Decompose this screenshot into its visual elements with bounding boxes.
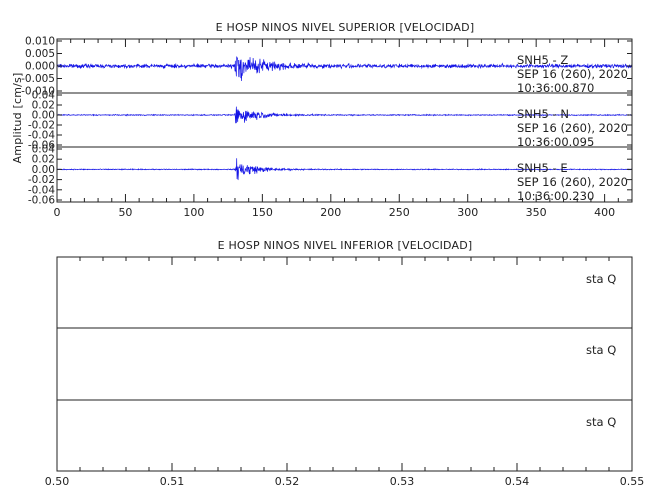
y-tick-label-p2: -0.04 bbox=[28, 130, 55, 142]
waveform-trace-3 bbox=[56, 158, 633, 181]
lower-axis-ticks: 0.50 0.51 0.52 0.53 0.54 0.55 bbox=[45, 257, 645, 488]
y-tick-label-p1: 0.010 bbox=[25, 36, 55, 48]
upper-panel-3-date: SEP 16 (260), 2020 bbox=[517, 175, 628, 189]
x-tick-label: 150 bbox=[252, 206, 273, 219]
upper-chart: E HOSP NINOS NIVEL SUPERIOR [VELOCIDAD] … bbox=[11, 21, 633, 219]
y-tick-label-p3: -0.04 bbox=[28, 184, 55, 196]
y-tick-label-p1: -0.010 bbox=[21, 86, 55, 98]
upper-panel-2-station: SNH5 - N bbox=[517, 107, 569, 121]
upper-chart-title: E HOSP NINOS NIVEL SUPERIOR [VELOCIDAD] bbox=[216, 21, 475, 34]
upper-panel-3-time: 10:36:00.230 bbox=[517, 189, 594, 203]
y-tick-label-p3: 0.02 bbox=[32, 154, 55, 166]
lower-chart-title: E HOSP NINOS NIVEL INFERIOR [VELOCIDAD] bbox=[218, 239, 473, 252]
x-tick-label: 100 bbox=[183, 206, 204, 219]
y-tick-label-p2: 0.04 bbox=[32, 90, 56, 102]
waveform-trace-2 bbox=[56, 106, 633, 124]
y-tick-label-p3: -0.06 bbox=[28, 195, 55, 207]
lower-panel-3-station: sta Q bbox=[586, 415, 616, 429]
lower-x-tick-label: 0.53 bbox=[390, 475, 415, 488]
lower-x-tick-label: 0.50 bbox=[45, 475, 70, 488]
x-tick-label: 250 bbox=[389, 206, 410, 219]
upper-panel-1-date: SEP 16 (260), 2020 bbox=[517, 67, 628, 81]
y-tick-label-p2: 0.02 bbox=[32, 100, 55, 112]
y-tick-label-p2: -0.06 bbox=[28, 140, 55, 152]
y-tick-label-p3: 0.00 bbox=[32, 164, 55, 176]
lower-x-tick-label: 0.51 bbox=[160, 475, 185, 488]
upper-axis-ticks: -0.010-0.0050.0000.0050.010-0.06-0.04-0.… bbox=[21, 36, 633, 219]
upper-waveforms bbox=[56, 56, 633, 181]
lower-panel-2-station: sta Q bbox=[586, 343, 616, 357]
upper-y-axis-label: Amplitud [cm/s] bbox=[11, 73, 24, 164]
lower-chart: E HOSP NINOS NIVEL INFERIOR [VELOCIDAD] … bbox=[45, 239, 645, 488]
upper-panel-1-time: 10:36:00.870 bbox=[517, 81, 594, 95]
upper-panel-1-station: SNH5 - Z bbox=[517, 53, 568, 67]
x-tick-label: 350 bbox=[526, 206, 547, 219]
x-tick-label: 200 bbox=[320, 206, 341, 219]
y-tick-label-p1: 0.000 bbox=[25, 61, 55, 73]
x-tick-label: 50 bbox=[118, 206, 132, 219]
y-tick-label-p3: -0.02 bbox=[28, 174, 55, 186]
upper-panel-3-labels: SNH5 - E SEP 16 (260), 2020 10:36:00.230 bbox=[517, 161, 628, 203]
upper-panel-3-station: SNH5 - E bbox=[517, 161, 568, 175]
y-tick-label-p2: -0.02 bbox=[28, 120, 55, 132]
upper-panel-2-date: SEP 16 (260), 2020 bbox=[517, 121, 628, 135]
upper-plot-frame bbox=[56, 38, 633, 203]
x-tick-label: 400 bbox=[594, 206, 615, 219]
lower-panel-1-station: sta Q bbox=[586, 272, 616, 286]
upper-panel-1-labels: SNH5 - Z SEP 16 (260), 2020 10:36:00.870 bbox=[517, 53, 628, 95]
y-tick-label-p3: 0.04 bbox=[32, 144, 56, 156]
x-tick-label: 300 bbox=[457, 206, 478, 219]
lower-x-tick-label: 0.54 bbox=[505, 475, 530, 488]
y-tick-label-p2: 0.00 bbox=[32, 110, 55, 122]
lower-x-tick-label: 0.55 bbox=[620, 475, 645, 488]
y-tick-label-p1: 0.005 bbox=[25, 48, 55, 60]
lower-plot-frame bbox=[56, 256, 633, 472]
upper-panel-2-labels: SNH5 - N SEP 16 (260), 2020 10:36:00.095 bbox=[517, 107, 628, 149]
upper-panel-2-time: 10:36:00.095 bbox=[517, 135, 594, 149]
x-tick-label: 0 bbox=[54, 206, 61, 219]
waveform-trace-1 bbox=[56, 56, 633, 82]
lower-x-tick-label: 0.52 bbox=[275, 475, 300, 488]
y-tick-label-p1: -0.005 bbox=[21, 73, 55, 85]
